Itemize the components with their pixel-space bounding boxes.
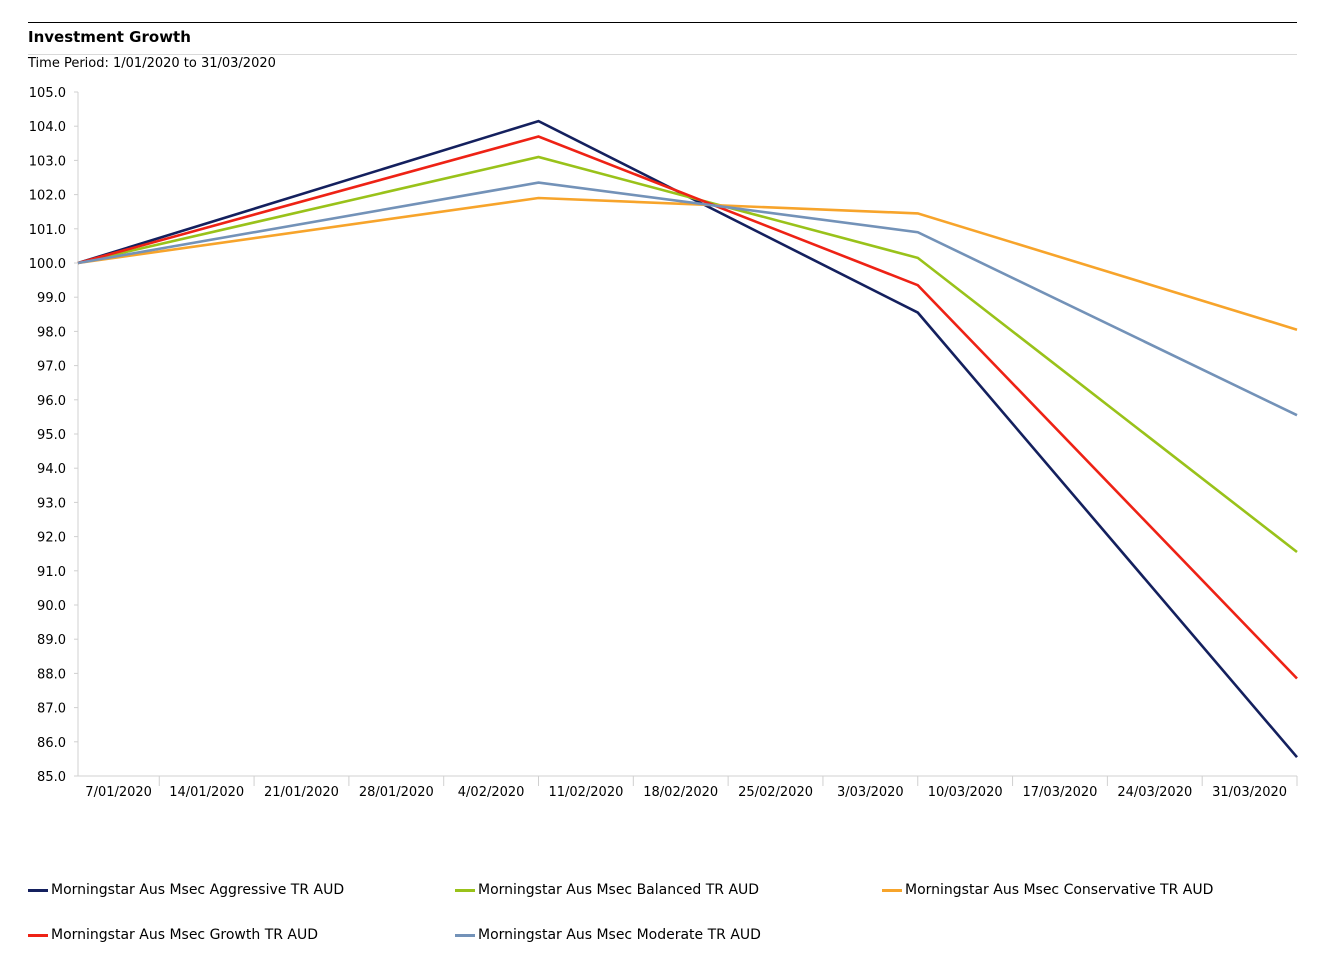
chart-title: Investment Growth	[28, 28, 191, 46]
y-tick-label: 89.0	[37, 633, 66, 648]
x-tick-label: 25/02/2020	[738, 785, 813, 800]
x-tick-label: 24/03/2020	[1117, 785, 1192, 800]
y-tick-label: 86.0	[37, 736, 66, 751]
header-divider	[28, 54, 1297, 55]
y-tick-label: 98.0	[37, 325, 66, 340]
header-top-rule	[28, 22, 1297, 23]
y-tick-label: 87.0	[37, 702, 66, 717]
x-tick-label: 11/02/2020	[548, 785, 623, 800]
y-tick-label: 103.0	[29, 154, 66, 169]
y-tick-label: 95.0	[37, 428, 66, 443]
x-tick-label: 4/02/2020	[458, 785, 525, 800]
x-tick-label: 21/01/2020	[264, 785, 339, 800]
y-tick-label: 85.0	[37, 770, 66, 785]
y-tick-label: 101.0	[29, 223, 66, 238]
y-tick-label: 91.0	[37, 565, 66, 580]
series-line-4	[77, 135, 1298, 680]
y-tick-label: 96.0	[37, 394, 66, 409]
y-tick-label: 92.0	[37, 531, 66, 546]
y-tick-label: 88.0	[37, 667, 66, 682]
y-tick-label: 93.0	[37, 496, 66, 511]
y-tick-label: 104.0	[29, 120, 66, 135]
time-period-label: Time Period: 1/01/2020 to 31/03/2020	[28, 56, 276, 71]
x-tick-label: 3/03/2020	[837, 785, 904, 800]
x-tick-label: 10/03/2020	[928, 785, 1003, 800]
y-tick-label: 90.0	[37, 599, 66, 614]
series-line-1	[77, 119, 1298, 759]
x-tick-label: 7/01/2020	[85, 785, 152, 800]
y-tick-label: 105.0	[29, 86, 66, 101]
series-line-2	[77, 155, 1298, 554]
x-tick-label: 31/03/2020	[1212, 785, 1287, 800]
y-tick-label: 100.0	[29, 257, 66, 272]
y-tick-label: 102.0	[29, 189, 66, 204]
y-tick-label: 99.0	[37, 291, 66, 306]
x-tick-label: 18/02/2020	[643, 785, 718, 800]
y-tick-label: 94.0	[37, 462, 66, 477]
series-line-5	[77, 181, 1298, 417]
x-tick-label: 14/01/2020	[169, 785, 244, 800]
x-tick-label: 17/03/2020	[1023, 785, 1098, 800]
x-tick-label: 28/01/2020	[359, 785, 434, 800]
y-tick-label: 97.0	[37, 360, 66, 375]
series-line-3	[77, 196, 1298, 331]
